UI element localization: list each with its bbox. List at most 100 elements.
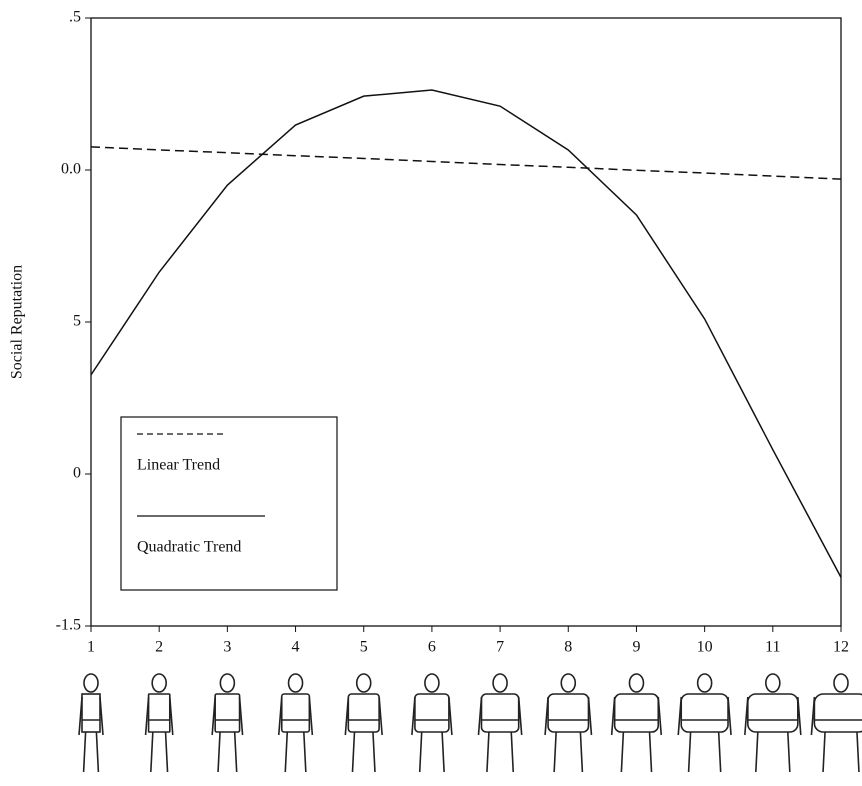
- figure-arm: [308, 696, 314, 736]
- body-figure: [344, 673, 383, 773]
- figure-leg: [82, 731, 87, 773]
- x-tick-label: 1: [87, 639, 95, 656]
- y-tick-label: 0: [73, 465, 81, 482]
- x-tick-label: 9: [632, 639, 640, 656]
- figure-arm: [797, 696, 802, 736]
- figure-torso: [280, 693, 311, 733]
- figure-arm: [78, 696, 83, 736]
- x-tick-label: 4: [292, 639, 300, 656]
- y-tick-label: -1.5: [56, 617, 81, 634]
- figure-head: [355, 673, 372, 693]
- figure-leg: [620, 731, 625, 773]
- figure-arm: [411, 696, 416, 736]
- figure-head: [219, 673, 236, 693]
- figure-arm: [677, 696, 683, 736]
- figure-arm: [238, 696, 244, 736]
- figure-arm: [477, 696, 483, 736]
- figure-arm: [211, 696, 216, 736]
- body-figure: [677, 673, 732, 773]
- figure-leg: [303, 731, 307, 773]
- figure-arm: [517, 696, 523, 736]
- figure-torso: [613, 693, 660, 733]
- y-tick-label: 0.0: [61, 161, 81, 178]
- y-tick-label: 5: [73, 313, 81, 330]
- figure-torso: [214, 693, 241, 733]
- figure-head: [424, 673, 440, 693]
- figure-leg: [351, 731, 356, 773]
- figure-head: [492, 673, 508, 693]
- x-tick-label: 10: [697, 639, 713, 656]
- trend-line: [90, 146, 842, 180]
- body-figure: [544, 673, 593, 773]
- figure-leg: [150, 731, 154, 773]
- figure-leg: [233, 731, 238, 773]
- figure-leg: [95, 731, 100, 773]
- body-figure: [78, 673, 104, 773]
- figure-leg: [648, 731, 653, 773]
- x-tick-label: 3: [223, 639, 231, 656]
- figure-head: [833, 673, 849, 693]
- figure-leg: [687, 731, 692, 773]
- figure-arm: [587, 696, 593, 736]
- figure-leg: [755, 731, 759, 773]
- figure-arm: [657, 696, 663, 736]
- y-axis-label: Social Reputation: [9, 265, 26, 379]
- figure-head: [628, 673, 645, 693]
- figure-leg: [284, 731, 289, 773]
- figure-leg: [579, 731, 584, 773]
- figure-leg: [486, 731, 490, 773]
- figure-head: [151, 673, 167, 693]
- body-figure: [211, 673, 244, 773]
- figure-leg: [217, 731, 221, 773]
- body-figure: [277, 673, 314, 773]
- figure-head: [83, 673, 99, 693]
- figure-torso: [680, 693, 729, 733]
- figure-head: [765, 673, 781, 693]
- figure-head: [696, 673, 713, 693]
- figure-torso: [547, 693, 590, 733]
- x-tick-label: 6: [428, 639, 436, 656]
- figure-arm: [448, 696, 453, 736]
- figure-leg: [787, 731, 791, 773]
- body-figure: [477, 673, 523, 773]
- y-tick-label: .5: [69, 9, 81, 26]
- body-figure: [610, 673, 663, 773]
- figure-leg: [164, 731, 169, 773]
- figure-torso: [813, 693, 862, 733]
- x-tick-label: 2: [155, 639, 163, 656]
- figure-arm: [344, 696, 350, 736]
- body-figure: [144, 673, 174, 773]
- x-tick-label: 5: [360, 639, 368, 656]
- figure-arm: [144, 696, 150, 736]
- trend-line: [90, 89, 842, 578]
- figure-leg: [418, 731, 423, 773]
- figure-arm: [277, 696, 283, 736]
- legend-label: Linear Trend: [137, 457, 220, 474]
- figure-leg: [856, 731, 860, 773]
- figure-arm: [744, 696, 749, 736]
- x-tick-label: 8: [564, 639, 572, 656]
- figure-head: [560, 673, 577, 693]
- figure-leg: [441, 731, 445, 773]
- figure-leg: [553, 731, 557, 773]
- figure-arm: [544, 696, 549, 736]
- figure-arm: [810, 696, 816, 736]
- figure-torso: [480, 693, 520, 733]
- x-tick-label: 11: [765, 639, 780, 656]
- figure-head: [287, 673, 304, 693]
- legend-label: Quadratic Trend: [137, 539, 241, 556]
- figure-arm: [610, 696, 616, 736]
- figure-torso: [147, 693, 171, 733]
- figure-leg: [717, 731, 722, 773]
- figure-torso: [747, 693, 799, 733]
- body-figure: [744, 673, 802, 773]
- figure-torso: [81, 693, 101, 733]
- legend-box: [120, 416, 338, 591]
- figure-leg: [372, 731, 376, 773]
- body-figure: [411, 673, 453, 773]
- figure-arm: [168, 696, 174, 736]
- x-tick-label: 7: [496, 639, 504, 656]
- body-figure: [810, 673, 862, 773]
- figure-leg: [822, 731, 826, 773]
